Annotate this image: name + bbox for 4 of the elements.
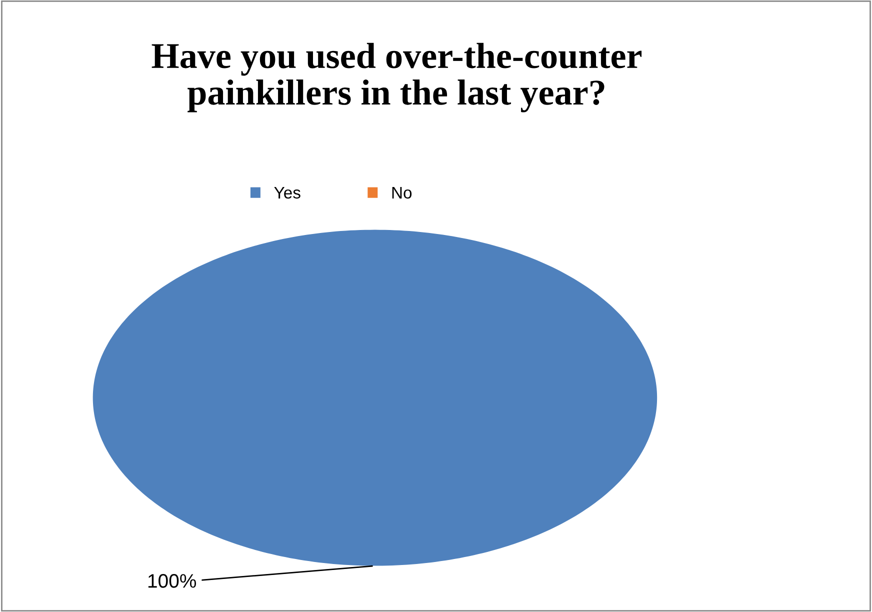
legend-label: Yes [274, 186, 300, 199]
chart-title: Have you used over-the-counter painkillers in the last year? [152, 42, 642, 112]
data-label: 100% [148, 574, 196, 588]
legend-label: No [392, 186, 412, 199]
